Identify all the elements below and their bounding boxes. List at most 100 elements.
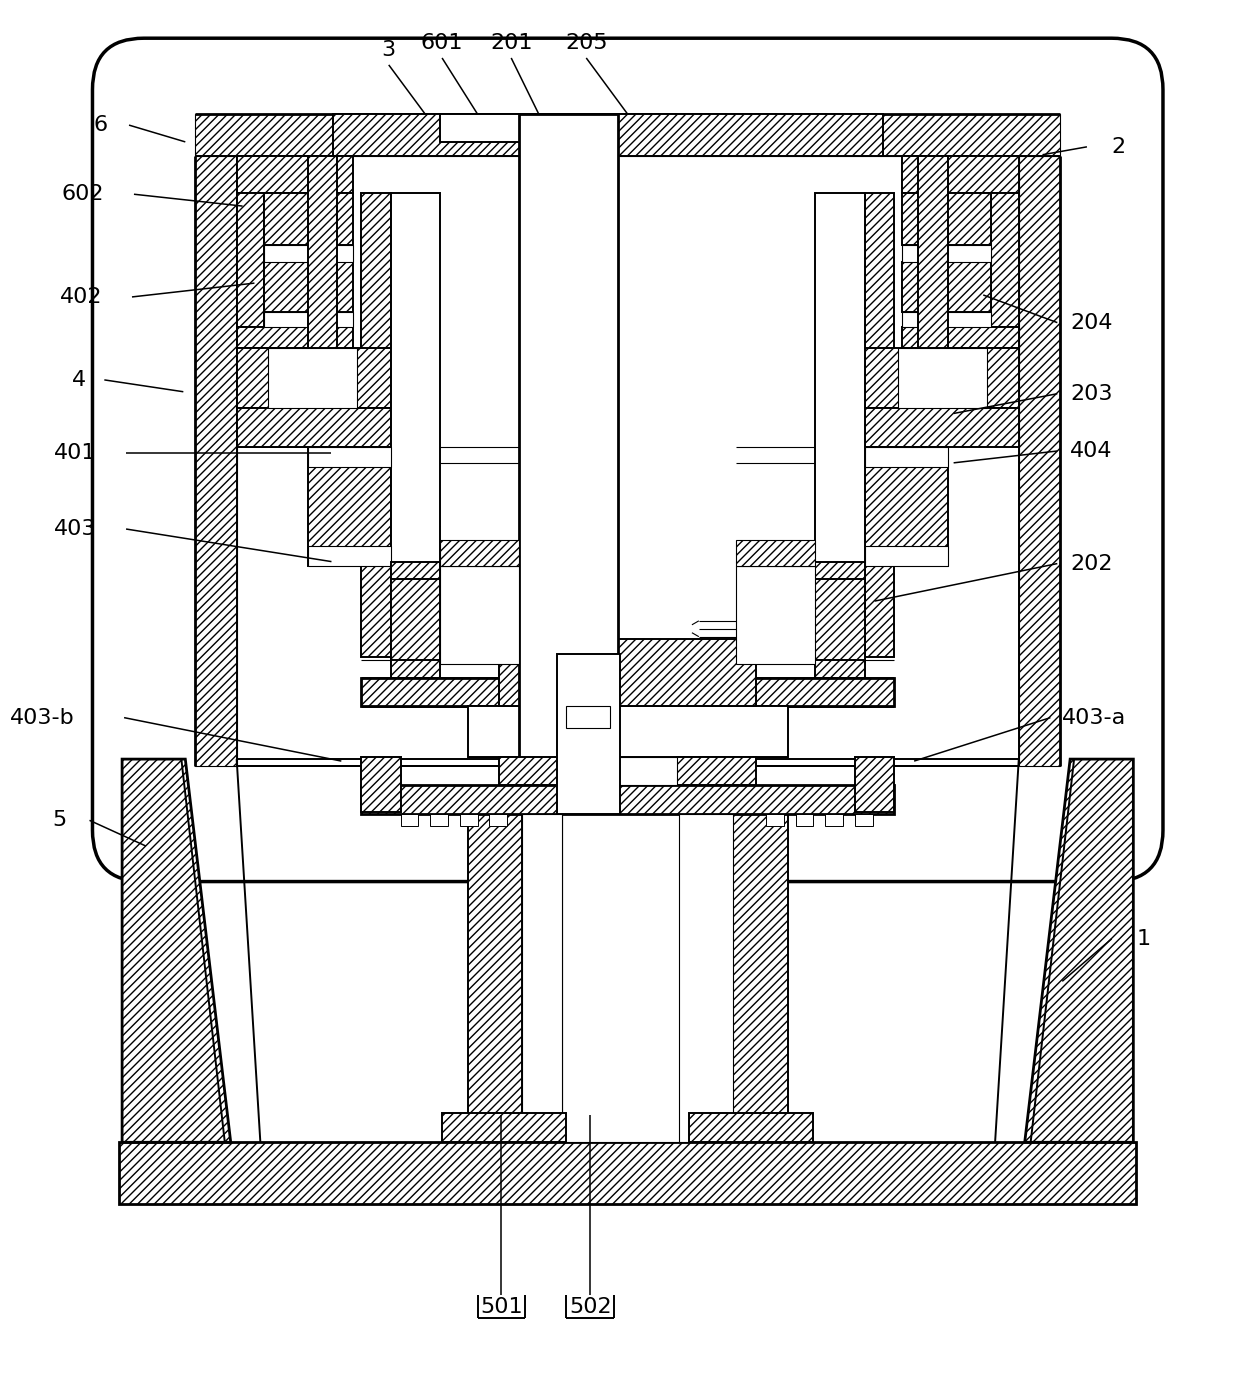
Bar <box>737 566 816 664</box>
Bar <box>195 156 237 766</box>
Bar <box>677 757 756 785</box>
Polygon shape <box>1024 759 1133 1143</box>
Bar <box>500 639 756 706</box>
Bar <box>264 311 353 326</box>
Bar <box>903 193 991 245</box>
Bar <box>816 562 864 580</box>
Text: 502: 502 <box>569 1297 611 1318</box>
Bar <box>854 757 894 812</box>
Bar <box>361 785 894 814</box>
Bar <box>903 263 991 311</box>
Bar <box>268 348 357 408</box>
Text: 5: 5 <box>52 810 67 830</box>
Text: 1: 1 <box>1136 929 1151 949</box>
Bar <box>864 448 947 467</box>
Bar <box>766 814 784 826</box>
Bar <box>864 193 894 657</box>
Bar <box>308 156 337 348</box>
Bar <box>308 448 391 566</box>
Bar <box>361 757 401 812</box>
Bar <box>918 156 947 348</box>
Bar <box>557 654 620 814</box>
Text: 205: 205 <box>565 33 608 54</box>
Bar <box>391 566 440 664</box>
Bar <box>440 566 520 664</box>
Text: 401: 401 <box>53 443 97 463</box>
Text: 3: 3 <box>382 40 396 61</box>
Bar <box>391 562 440 580</box>
Bar <box>237 408 391 448</box>
Bar <box>119 1143 1136 1203</box>
Bar <box>490 814 507 826</box>
Bar <box>864 348 1019 408</box>
Bar <box>816 193 864 657</box>
Bar <box>264 193 353 245</box>
Bar <box>816 566 864 664</box>
Bar <box>361 677 894 706</box>
Bar <box>578 757 677 785</box>
Bar <box>443 1113 567 1143</box>
Bar <box>737 540 816 566</box>
Bar <box>796 814 813 826</box>
Bar <box>401 814 418 826</box>
Bar <box>237 156 353 193</box>
Bar <box>733 814 787 1143</box>
Bar <box>864 448 947 566</box>
Bar <box>826 814 843 826</box>
Text: 403: 403 <box>53 519 97 538</box>
Bar <box>334 114 883 156</box>
Bar <box>816 661 864 677</box>
Bar <box>391 661 440 677</box>
Bar <box>467 814 522 1143</box>
Bar <box>440 114 618 142</box>
Bar <box>500 757 578 785</box>
Text: 202: 202 <box>1070 554 1112 574</box>
Bar <box>680 814 733 1143</box>
FancyBboxPatch shape <box>93 39 1163 881</box>
Text: 2: 2 <box>1111 136 1126 157</box>
Bar <box>520 114 618 764</box>
Bar <box>237 348 391 408</box>
Bar <box>361 193 391 657</box>
Bar <box>903 245 991 263</box>
Text: 601: 601 <box>420 33 464 54</box>
Bar <box>264 245 353 263</box>
Bar <box>898 348 987 408</box>
Text: 402: 402 <box>60 286 103 307</box>
Text: 204: 204 <box>1070 313 1112 333</box>
Text: 404: 404 <box>1070 441 1112 461</box>
Bar <box>308 545 391 566</box>
Text: 201: 201 <box>490 33 532 54</box>
Bar <box>903 311 991 326</box>
Bar <box>903 326 1019 348</box>
Bar <box>854 814 873 826</box>
Text: 203: 203 <box>1070 384 1112 403</box>
Polygon shape <box>122 759 231 1143</box>
Bar <box>1019 156 1060 766</box>
Bar <box>835 443 864 661</box>
Bar <box>567 706 610 727</box>
Bar <box>308 448 391 467</box>
Text: 4: 4 <box>72 370 87 390</box>
Bar <box>237 193 264 326</box>
Bar <box>391 443 420 661</box>
Bar <box>689 1113 813 1143</box>
Text: 501: 501 <box>480 1297 522 1318</box>
Bar <box>237 326 353 348</box>
Text: 602: 602 <box>62 185 104 204</box>
Bar <box>460 814 477 826</box>
Bar <box>467 706 787 757</box>
Bar <box>430 814 448 826</box>
Bar <box>264 263 353 311</box>
Bar <box>522 814 562 1143</box>
Bar <box>864 545 947 566</box>
Text: 6: 6 <box>93 116 108 135</box>
Bar <box>391 193 440 657</box>
Bar <box>864 408 1019 448</box>
Bar <box>562 814 694 1143</box>
Bar <box>195 114 1060 156</box>
Bar <box>903 156 1019 193</box>
Bar <box>991 193 1019 326</box>
Bar <box>440 540 520 566</box>
Text: 403-a: 403-a <box>1063 708 1126 727</box>
